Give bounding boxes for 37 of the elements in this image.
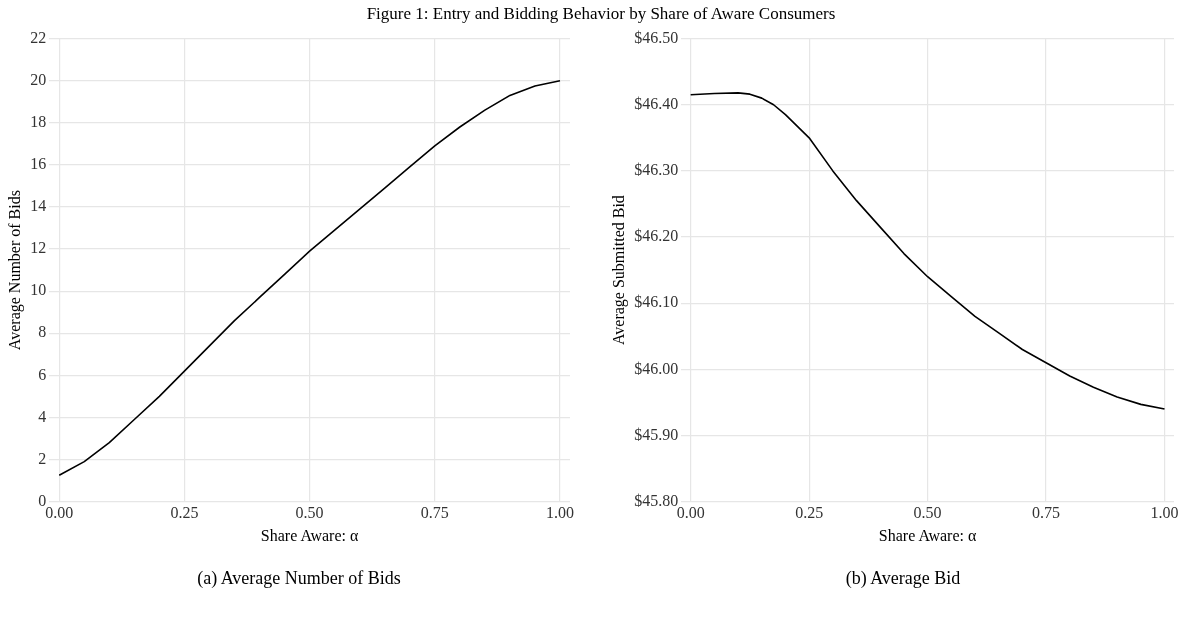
y-axis-title: Average Submitted Bid: [609, 195, 628, 346]
x-tick-label: 1.00: [1150, 504, 1179, 522]
x-tick-label: 0.00: [676, 504, 705, 522]
x-tick-label: 0.00: [45, 504, 74, 522]
text: (b) Average Bid: [844, 568, 962, 589]
y-tick-label: 16: [30, 155, 47, 173]
y-tick-label: $45.90: [634, 425, 679, 443]
y-axis-title: Average Number of Bids: [5, 190, 24, 351]
y-tick-label: 22: [30, 28, 47, 46]
y-tick-label: 6: [38, 365, 47, 383]
y-tick-label: $46.30: [634, 161, 679, 179]
y-tick-label: 4: [38, 407, 47, 425]
y-tick-label: 8: [38, 323, 47, 341]
y-tick-label: 0: [38, 491, 47, 509]
x-tick-label: 0.50: [913, 504, 942, 522]
y-tick-label: 18: [30, 112, 47, 130]
x-tick-label: 0.50: [295, 504, 324, 522]
x-tick-label: 1.00: [545, 504, 574, 522]
x-tick-label: 0.25: [795, 504, 824, 522]
y-tick-label: $46.20: [634, 227, 679, 245]
x-tick-label: 0.25: [170, 504, 199, 522]
x-tick-label: 0.75: [420, 504, 449, 522]
y-tick-label: $45.80: [634, 491, 679, 509]
y-tick-label: $46.40: [634, 94, 679, 112]
text: (a) Average Number of Bids: [196, 568, 402, 589]
y-tick-label: $46.00: [634, 359, 679, 377]
chart-title: Figure 1: Entry and Bidding Behavior by Share of Aware Consumers: [365, 3, 837, 25]
y-tick-label: 12: [30, 239, 47, 257]
y-tick-label: 20: [30, 70, 47, 88]
y-tick-label: 10: [30, 281, 47, 299]
x-axis-title: Share Aware: α: [878, 526, 977, 544]
y-tick-label: $46.50: [634, 28, 679, 46]
x-axis-title: Share Aware: α: [260, 526, 359, 544]
y-tick-label: 2: [38, 449, 47, 467]
x-tick-label: 0.75: [1032, 504, 1061, 522]
y-tick-label: $46.10: [634, 293, 679, 311]
y-tick-label: 14: [30, 197, 47, 215]
